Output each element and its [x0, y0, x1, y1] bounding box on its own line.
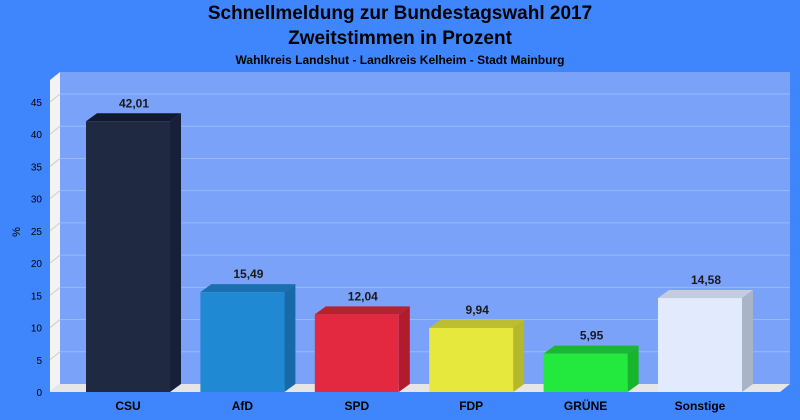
- y-axis-label: %: [11, 227, 23, 237]
- y-tick-label: 10: [31, 324, 43, 335]
- chart-subsubtitle: Wahlkreis Landshut - Landkreis Kelheim -…: [235, 53, 565, 67]
- value-label: 15,49: [233, 267, 263, 281]
- bar-grüne: [543, 345, 639, 392]
- grid-line-side: [49, 93, 61, 103]
- y-tick-label: 40: [31, 130, 43, 141]
- value-label: 9,94: [466, 303, 490, 317]
- bar-sonstige: [658, 290, 753, 392]
- bar-fdp: [429, 319, 525, 392]
- bar-front: [86, 121, 170, 392]
- bar-csu: [86, 113, 181, 392]
- value-label: 14,58: [691, 273, 721, 287]
- grid-line-side: [49, 254, 61, 264]
- bar-front: [658, 298, 742, 392]
- category-labels: CSU AfD SPD FDP GRÜNE Sonstige: [115, 398, 725, 413]
- bar-top: [314, 306, 410, 315]
- y-axis-ticks: 0 5 10 15 20 25 30 35 40 45: [31, 98, 43, 399]
- category-label: CSU: [115, 399, 140, 413]
- bar-top: [200, 284, 296, 293]
- value-label: 42,01: [119, 96, 149, 110]
- bar-side: [398, 306, 410, 392]
- category-label: FDP: [459, 399, 483, 413]
- bar-side: [742, 290, 753, 392]
- bar-side: [170, 113, 181, 392]
- y-tick-label: 45: [31, 98, 43, 109]
- bar-afd: [200, 284, 296, 392]
- category-label: Sonstige: [675, 399, 726, 413]
- bar-spd: [314, 306, 410, 392]
- grid-line-side: [49, 351, 61, 361]
- chart-subtitle: Zweitstimmen in Prozent: [288, 28, 512, 49]
- y-tick-label: 20: [31, 259, 43, 270]
- bars: [86, 113, 753, 392]
- bar-side: [284, 284, 296, 392]
- bar-top: [86, 113, 181, 122]
- grid-line-side: [49, 125, 61, 135]
- y-tick-label: 25: [31, 227, 43, 238]
- bar-front: [543, 353, 628, 392]
- category-label: AfD: [232, 399, 254, 413]
- grid-line-side: [49, 158, 61, 167]
- value-labels: 42,01 15,49 12,04 9,94 5,95 14,58: [119, 96, 721, 342]
- bar-front: [200, 292, 285, 392]
- plot-left-wall: [50, 72, 60, 392]
- bar-front: [429, 327, 514, 392]
- y-tick-label: 15: [31, 291, 43, 302]
- bar-top: [543, 345, 639, 354]
- grid-line-side: [49, 286, 61, 296]
- value-label: 5,95: [580, 329, 604, 343]
- y-tick-label: 5: [36, 356, 42, 367]
- value-label: 12,04: [348, 289, 378, 303]
- category-label: GRÜNE: [564, 398, 607, 413]
- grid-line-side: [49, 319, 61, 328]
- y-tick-label: 0: [36, 388, 42, 399]
- chart-title: Schnellmeldung zur Bundestagswahl 2017: [207, 3, 593, 24]
- bar-side: [513, 319, 525, 392]
- bar-side: [627, 345, 639, 392]
- bar-front: [314, 314, 399, 392]
- grid-line-side: [49, 222, 61, 232]
- bar-top: [658, 290, 753, 299]
- bar-top: [429, 319, 525, 328]
- category-label: SPD: [344, 399, 369, 413]
- y-tick-label: 30: [31, 195, 43, 206]
- y-tick-label: 35: [31, 162, 43, 173]
- grid-line-side: [49, 190, 61, 200]
